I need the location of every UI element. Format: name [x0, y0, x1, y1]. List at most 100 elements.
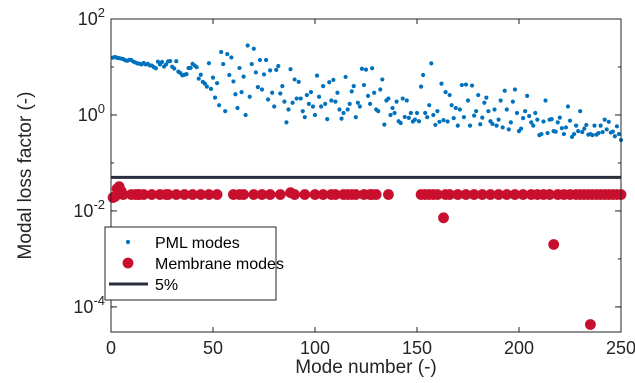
pml-mode-point [323, 101, 328, 107]
pml-mode-point [525, 93, 530, 98]
pml-mode-point [439, 81, 444, 86]
legend-label: 5% [155, 277, 178, 294]
pml-mode-point [337, 107, 342, 112]
pml-mode-point [351, 83, 356, 89]
pml-mode-point [265, 97, 271, 102]
pml-mode-point [235, 105, 240, 111]
pml-mode-point [327, 80, 332, 85]
y-tick-exponent: 2 [98, 5, 105, 20]
pml-mode-point [602, 117, 607, 122]
pml-mode-point [274, 67, 279, 72]
pml-mode-point [449, 103, 454, 108]
pml-mode-point [353, 115, 358, 120]
pml-mode-point [390, 105, 395, 111]
pml-mode-point [268, 68, 273, 73]
pml-mode-point [298, 96, 303, 101]
membrane-mode-point [370, 189, 382, 200]
pml-mode-point [153, 66, 158, 71]
y-tick-base: 10 [73, 297, 93, 317]
membrane-mode-point [289, 189, 300, 200]
pml-mode-point [219, 49, 224, 55]
pml-mode-point [469, 83, 475, 88]
membrane-mode-point [330, 189, 341, 200]
legend-membrane-marker [122, 257, 134, 269]
membrane-mode-point [162, 189, 174, 200]
pml-mode-point [506, 127, 511, 132]
pml-mode-point [335, 90, 340, 95]
x-tick-label: 200 [504, 338, 534, 358]
pml-mode-point [465, 98, 471, 103]
pml-mode-point [249, 61, 254, 67]
pml-mode-point [174, 59, 179, 64]
x-tick-label: 250 [606, 338, 635, 358]
pml-mode-point [282, 99, 287, 104]
pml-mode-point [233, 92, 238, 97]
membrane-mode-point [179, 189, 190, 200]
pml-mode-point [347, 101, 352, 107]
pml-mode-point [382, 122, 387, 127]
pml-mode-point [498, 98, 503, 103]
membrane-mode-point [438, 212, 449, 224]
pml-mode-point [596, 130, 601, 136]
pml-mode-point [555, 120, 560, 125]
pml-mode-point [325, 117, 330, 122]
pml-mode-point [404, 98, 409, 103]
pml-mode-point [359, 66, 365, 71]
y-tick-label: 10-2 [73, 197, 105, 221]
pml-mode-point [225, 52, 230, 57]
pml-mode-point [478, 122, 483, 127]
pml-mode-point [520, 116, 526, 121]
pml-mode-point [502, 88, 507, 93]
pml-mode-point [427, 103, 432, 108]
pml-mode-point [484, 95, 489, 100]
pml-mode-point [321, 83, 326, 89]
pml-mode-point [312, 112, 318, 118]
pml-mode-point [531, 123, 536, 128]
membrane-mode-point [460, 189, 472, 200]
membrane-mode-point [493, 189, 504, 200]
pml-mode-point [453, 105, 458, 111]
pml-mode-point [578, 109, 583, 114]
pml-mode-point [565, 104, 571, 109]
y-tick-label: 102 [78, 5, 105, 29]
pml-mode-point [245, 43, 250, 48]
pml-mode-point [372, 90, 377, 95]
y-tick-base: 10 [78, 105, 98, 125]
pml-mode-point [188, 65, 193, 70]
pml-mode-point [563, 125, 569, 130]
pml-mode-point [378, 87, 383, 92]
pml-mode-point [425, 115, 430, 120]
membrane-mode-point [195, 189, 207, 200]
membrane-mode-point [509, 189, 521, 200]
pml-mode-point [614, 124, 620, 129]
pml-mode-point [463, 82, 469, 87]
pml-mode-point [604, 127, 609, 132]
pml-mode-point [231, 79, 236, 84]
pml-mode-point [553, 129, 558, 134]
y-tick-base: 10 [73, 201, 93, 221]
membrane-mode-point [256, 189, 268, 200]
pml-mode-point [208, 86, 214, 91]
membrane-mode-point [170, 189, 182, 200]
pml-mode-point [370, 66, 375, 71]
pml-mode-point [418, 84, 424, 89]
pml-mode-point [490, 121, 495, 127]
pml-mode-point [217, 103, 222, 108]
pml-mode-point [414, 110, 420, 116]
pml-mode-point [333, 99, 338, 104]
pml-mode-point [574, 123, 579, 128]
membrane-mode-point [468, 189, 480, 200]
pml-mode-point [455, 123, 460, 128]
pml-mode-point [518, 126, 524, 131]
y-tick-base: 10 [78, 9, 98, 29]
pml-mode-point [480, 115, 485, 120]
pml-mode-point [500, 125, 505, 130]
pml-mode-point [214, 81, 220, 86]
pml-mode-point [512, 87, 518, 92]
y-axis-label: Modal loss factor (-) [15, 92, 36, 260]
pml-mode-point [508, 120, 513, 125]
pml-mode-point [443, 89, 448, 95]
membrane-mode-point [517, 189, 529, 200]
